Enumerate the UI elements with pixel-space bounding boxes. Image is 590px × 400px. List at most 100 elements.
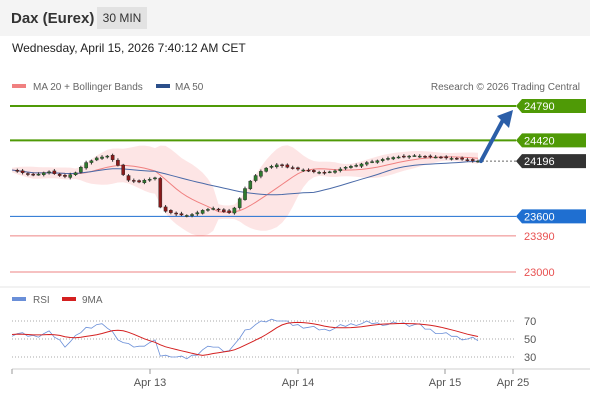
candle-body bbox=[211, 208, 216, 210]
candle-body bbox=[380, 159, 385, 161]
candle-body bbox=[169, 210, 173, 213]
x-axis: Apr 13 Apr 14 Apr 15 Apr 25 bbox=[11, 369, 529, 389]
candle-body bbox=[312, 170, 316, 173]
level-tag-24420: 24420 bbox=[524, 135, 555, 147]
rsi-ma-legend-label: 9MA bbox=[82, 295, 103, 306]
candle-body bbox=[402, 155, 406, 158]
level-tag-23390: 23390 bbox=[524, 231, 555, 243]
candle-body bbox=[184, 215, 189, 217]
candle-body bbox=[423, 156, 427, 158]
x-tick-label: Apr 14 bbox=[282, 377, 314, 389]
ma50-legend-label: MA 50 bbox=[175, 82, 204, 93]
candlesticks bbox=[15, 153, 480, 218]
candle-body bbox=[417, 155, 422, 158]
candle-body bbox=[333, 170, 337, 173]
candle-body bbox=[179, 213, 184, 216]
candle-body bbox=[455, 158, 459, 160]
candle-body bbox=[349, 166, 353, 168]
candle-body bbox=[190, 214, 194, 216]
credit-label: Research © 2026 Trading Central bbox=[431, 82, 580, 93]
candle-body bbox=[15, 169, 20, 172]
candle-body bbox=[26, 173, 30, 175]
candle-body bbox=[370, 161, 374, 163]
candle-body bbox=[391, 157, 396, 160]
candle-body bbox=[94, 157, 99, 161]
candle-body bbox=[248, 180, 253, 189]
candle-body bbox=[465, 159, 470, 161]
candle-body bbox=[89, 160, 94, 163]
level-tag-bg-23600 bbox=[516, 209, 586, 224]
candle-body bbox=[222, 209, 226, 212]
candle-body bbox=[259, 171, 263, 177]
target-arrow-shaft bbox=[479, 118, 505, 164]
candle-body bbox=[264, 167, 268, 172]
candle-body bbox=[338, 168, 343, 171]
candle-body bbox=[31, 173, 35, 176]
level-tag-bg-24790 bbox=[516, 99, 586, 113]
candle-body bbox=[317, 172, 321, 174]
candle-body bbox=[163, 206, 168, 212]
level-tag-24790: 24790 bbox=[524, 101, 555, 113]
candle-body bbox=[137, 180, 141, 183]
candle-body bbox=[73, 172, 78, 176]
candle-body bbox=[460, 157, 464, 160]
rsi-ma-line bbox=[11, 321, 479, 356]
candle-body bbox=[327, 171, 332, 174]
candle-body bbox=[412, 155, 417, 157]
candle-body bbox=[100, 156, 104, 159]
candle-body bbox=[216, 208, 221, 211]
candle-body bbox=[174, 212, 178, 215]
level-tag-23000: 23000 bbox=[524, 267, 555, 279]
x-tick-label: Apr 15 bbox=[429, 377, 461, 389]
candle-body bbox=[206, 209, 210, 211]
level-tag-23600: 23600 bbox=[524, 211, 555, 223]
candle-body bbox=[68, 174, 73, 178]
level-tags: 24790 24420 23600 23390 23000 24196 bbox=[516, 99, 586, 279]
candle-body bbox=[147, 179, 152, 181]
rsi-legend-swatch bbox=[12, 297, 26, 301]
candle-body bbox=[396, 156, 401, 159]
candle-body bbox=[290, 167, 295, 169]
price-tag-label: 24196 bbox=[524, 156, 555, 168]
candle-body bbox=[237, 198, 242, 208]
timeframe-button[interactable]: 30 MIN bbox=[97, 7, 147, 29]
candle-body bbox=[36, 173, 41, 176]
candle-body bbox=[296, 167, 300, 170]
level-lines bbox=[10, 105, 516, 273]
x-tick-label: Apr 13 bbox=[134, 377, 166, 389]
candle-body bbox=[375, 160, 380, 163]
candle-body bbox=[253, 175, 258, 181]
candle-body bbox=[110, 154, 115, 160]
rsi-tick-50: 50 bbox=[524, 334, 536, 346]
candle-body bbox=[200, 210, 205, 214]
level-tag-bg-24420 bbox=[516, 133, 586, 148]
x-tick-label: Apr 25 bbox=[497, 377, 529, 389]
target-arrow bbox=[479, 110, 513, 164]
candle-body bbox=[105, 155, 110, 158]
candle-body bbox=[269, 166, 274, 168]
candle-body bbox=[63, 174, 67, 177]
candle-body bbox=[47, 171, 51, 174]
header-bar: Dax (Eurex) 30 MIN bbox=[0, 0, 590, 36]
rsi-tick-70: 70 bbox=[524, 316, 536, 328]
candle-body bbox=[153, 177, 157, 180]
candle-body bbox=[301, 169, 306, 172]
candle-body bbox=[433, 156, 438, 159]
instrument-title: Dax (Eurex) bbox=[11, 10, 95, 27]
target-arrow-head bbox=[497, 110, 513, 128]
bollinger-legend-label: MA 20 + Bollinger Bands bbox=[33, 82, 143, 93]
datetime-label: Wednesday, April 15, 2026 7:40:12 AM CET bbox=[12, 41, 246, 55]
candle-body bbox=[116, 159, 120, 166]
rsi-pane: 70 50 30 bbox=[11, 316, 536, 364]
candle-body bbox=[343, 167, 348, 169]
candle-body bbox=[41, 172, 46, 175]
candle-body bbox=[126, 175, 131, 181]
candle-body bbox=[52, 170, 57, 174]
candle-body bbox=[57, 173, 62, 176]
candle-body bbox=[407, 155, 411, 158]
candle-body bbox=[79, 167, 83, 173]
candle-body bbox=[444, 156, 449, 159]
candle-body bbox=[232, 207, 237, 214]
candle-body bbox=[142, 179, 147, 183]
